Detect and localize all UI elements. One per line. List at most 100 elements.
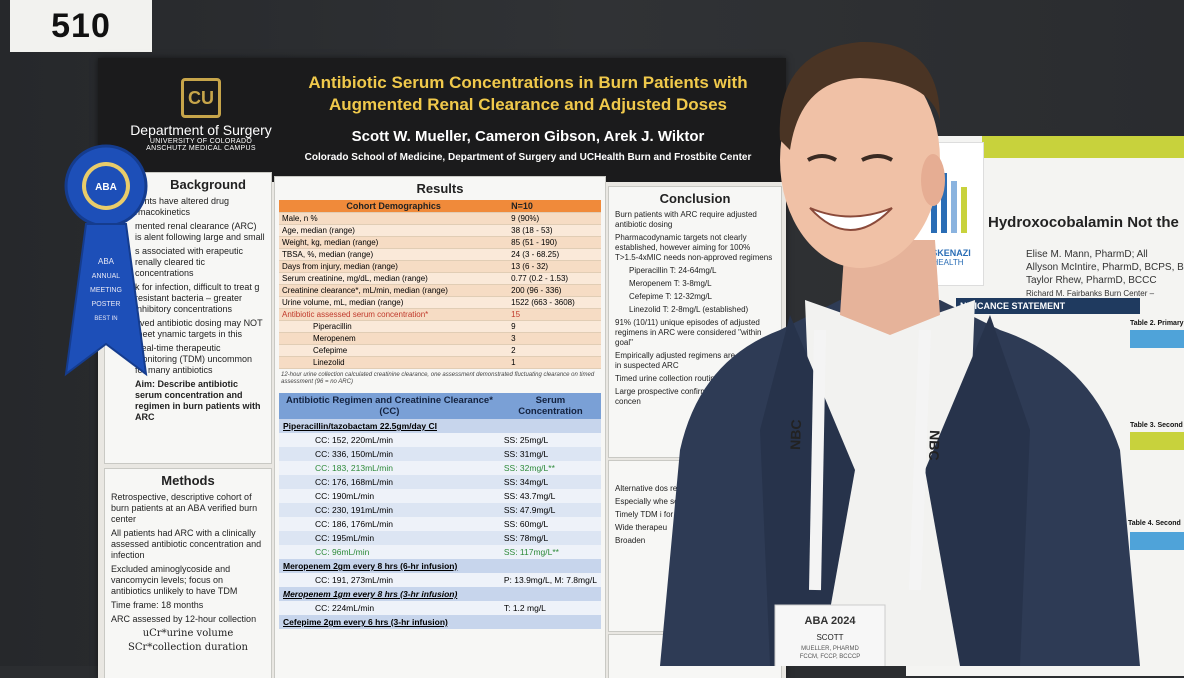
demographics-header-cell: Cohort Demographics xyxy=(279,200,509,213)
applications-bullet: Wide therapeu xyxy=(615,523,668,532)
campus-name: ANSCHUTZ MEDICAL CAMPUS xyxy=(146,145,256,152)
eskenazi-logo-line1: ESKENAZI xyxy=(925,248,971,258)
regimen-row: CC: 96mL/min SS: 117mg/L** xyxy=(279,545,601,559)
lanyard-right xyxy=(909,329,931,591)
conclusion-title: Conclusion xyxy=(659,191,731,206)
regimen-header-row: Cefepime 2gm every 6 hrs (3-hr infusion) xyxy=(279,615,601,629)
badge-surname: MUELLER, PHARMD xyxy=(801,646,859,652)
demographics-cell: 1522 (663 - 3608) xyxy=(508,296,601,309)
formula-bottom: SCr*collection duration xyxy=(128,642,248,653)
regimen-header-row: Meropenem 1gm every 8 hrs (3-hr infusion… xyxy=(279,587,601,601)
results-footnote: 12-hour urine collection calculated crea… xyxy=(281,372,595,385)
results-section: Results Cohort Demographics N=10 Male, n… xyxy=(274,176,606,678)
regimen-header-row: Meropenem 2gm every 8 hrs (6-hr infusion… xyxy=(279,559,601,573)
methods-bullet: Excluded aminoglycoside and vancomycin l… xyxy=(111,564,238,596)
ribbon-text-2: ANNUAL xyxy=(92,273,121,280)
booth-number-card: 510 xyxy=(10,0,152,52)
eskenazi-bars-icon xyxy=(931,173,967,233)
regimen-cell: P: 13.9mg/L, M: 7.8mg/L xyxy=(499,573,601,587)
methods-bullets: Retrospective, descriptive cohort of bur… xyxy=(105,492,271,653)
lanyard-left xyxy=(809,329,826,591)
lanyard-text-right: NBC xyxy=(926,430,943,461)
badge-event: ABA 2024 xyxy=(805,615,857,627)
ribbon-rosette-icon: ABA xyxy=(64,144,148,228)
neighbor-header-bar xyxy=(982,136,1184,158)
demographics-cell: Weight, kg, median (range) xyxy=(279,236,509,249)
conclusion-bullet: Large prospective confirm results antibi… xyxy=(615,387,767,406)
demographics-cell: Serum creatinine, mg/dL, median (range) xyxy=(279,272,509,285)
name-badge xyxy=(774,604,886,666)
conclusion-bullet: Linezolid T: 2-8mg/L (established) xyxy=(629,305,749,314)
ribbon-text-5: BEST IN xyxy=(94,316,117,322)
right-lapel xyxy=(925,315,1030,666)
left-lapel xyxy=(760,315,855,666)
background-bullet: oved antibiotic dosing may NOT meet ynam… xyxy=(135,318,263,339)
right-eye xyxy=(861,154,893,162)
background-bullet: k for infection, difficult to treat g re… xyxy=(135,282,260,314)
conclusion-bullet: 91% (10/11) unique episodes of adjusted … xyxy=(615,318,762,347)
regimen-row: CC: 186, 176mL/min SS: 60mg/L xyxy=(279,517,601,531)
demographics-cell: 9 (90%) xyxy=(508,212,601,225)
poster-affiliation: Colorado School of Medicine, Department … xyxy=(304,152,752,163)
methods-bullet: Time frame: 18 months xyxy=(111,600,204,610)
ribbon-text-1: ABA xyxy=(98,257,115,266)
title-line-1: Antibiotic Serum Concentrations in Burn … xyxy=(308,73,748,92)
neighbor-table3: Table 3. Second xyxy=(1130,422,1183,429)
demographics-row: Piperacillin 9 xyxy=(279,320,601,333)
badge-creds: FCCM, FCCP, BCCCP xyxy=(800,654,861,660)
demographics-row: Cefepime 2 xyxy=(279,344,601,357)
applications-bullet: Timely TDM i for most antib xyxy=(615,510,713,519)
demographics-cell: 38 (18 - 53) xyxy=(508,224,601,237)
ear xyxy=(921,154,945,206)
demographics-cell: 24 (3 - 68.25) xyxy=(508,248,601,261)
antibiotic-header-row: Antibiotic Regimen and Creatinine Cleara… xyxy=(279,393,601,419)
demographics-cell: 15 xyxy=(508,308,601,321)
formula-top: uCr*urine volume xyxy=(142,628,234,639)
neighbor-author-line: Allyson McIntire, PharmD, BCPS, BC xyxy=(1026,262,1184,273)
antibiotic-header-cell: Antibiotic Regimen and Creatinine Cleara… xyxy=(279,393,500,419)
neighbor-author-line: Richard M. Fairbanks Burn Center – xyxy=(1026,289,1155,298)
regimen-cell: SS: 34mg/L xyxy=(499,475,601,489)
regimen-cell: CC: 336, 150mL/min xyxy=(279,447,500,461)
regimen-row: CC: 176, 168mL/min SS: 34mg/L xyxy=(279,475,601,489)
regimen-row: CC: 183, 213mL/min SS: 32mg/L** xyxy=(279,461,601,475)
main-poster: CU Department of Surgery UNIVERSITY OF C… xyxy=(98,58,786,678)
regimen-cell: CC: 152, 220mL/min xyxy=(279,433,500,447)
demographics-cell: Cefepime xyxy=(279,344,509,357)
demographics-cell: Linezolid xyxy=(279,356,509,369)
regimen-cell: SS: 43.7mg/L xyxy=(499,489,601,503)
demographics-cell: 2 xyxy=(508,344,601,357)
regimen-cell: SS: 31mg/L xyxy=(499,447,601,461)
regimen-row: CC: 230, 191mL/min SS: 47.9mg/L xyxy=(279,503,601,517)
university-name: UNIVERSITY OF COLORADO xyxy=(149,138,253,145)
regimen-header-row: Piperacillin/tazobactam 22.5gm/day CI xyxy=(279,419,601,433)
regimen-cell: SS: 117mg/L** xyxy=(499,545,601,559)
neighbor-significance-bar: NIFICANCE STATEMENT xyxy=(956,298,1140,314)
methods-bullet: Retrospective, descriptive cohort of bur… xyxy=(111,492,258,524)
neighbor-table4-header xyxy=(1130,532,1184,550)
applications-bullets: Alternative dos required in thos Especial… xyxy=(609,484,781,546)
poster-authors: Scott W. Mueller, Cameron Gibson, Arek J… xyxy=(351,128,705,145)
demographics-cell: Piperacillin xyxy=(279,320,509,333)
demographics-row: Linezolid 1 xyxy=(279,356,601,369)
conclusion-bullet: Meropenem T: 3-8mg/L xyxy=(629,279,712,288)
regimen-cell: CC: 230, 191mL/min xyxy=(279,503,500,517)
neighbor-authors: Elise M. Mann, PharmD; All Allyson McInt… xyxy=(1026,248,1184,300)
regimen-cell: CC: 224mL/min xyxy=(279,601,500,615)
demographics-row: Serum creatinine, mg/dL, median (range) 0… xyxy=(279,272,601,285)
background-bullet: mented renal clearance (ARC) is alent fo… xyxy=(135,221,265,242)
methods-bullet: All patients had ARC with a clinically a… xyxy=(111,528,262,560)
methods-formula: uCr*urine volume SCr*collection duration xyxy=(111,628,265,653)
methods-title: Methods xyxy=(161,473,215,488)
demographics-cell: 0.77 (0.2 - 1.53) xyxy=(508,272,601,285)
regimen-header: Meropenem 1gm every 8 hrs (3-hr infusion… xyxy=(279,587,601,601)
eskenazi-logo-line2: HEALTH xyxy=(932,258,964,267)
demographics-row: Meropenem 3 xyxy=(279,332,601,345)
poster-title: Antibiotic Serum Concentrations in Burn … xyxy=(283,72,773,116)
demographics-cell: Meropenem xyxy=(279,332,509,345)
applications-bullet: Alternative dos required in thos xyxy=(615,484,726,493)
results-title: Results xyxy=(416,181,464,196)
background-bullet: Aim: Describe antibiotic serum concentra… xyxy=(135,379,261,422)
antibiotic-table: Antibiotic Regimen and Creatinine Cleara… xyxy=(279,393,601,629)
demographics-cell: TBSA, %, median (range) xyxy=(279,248,509,261)
